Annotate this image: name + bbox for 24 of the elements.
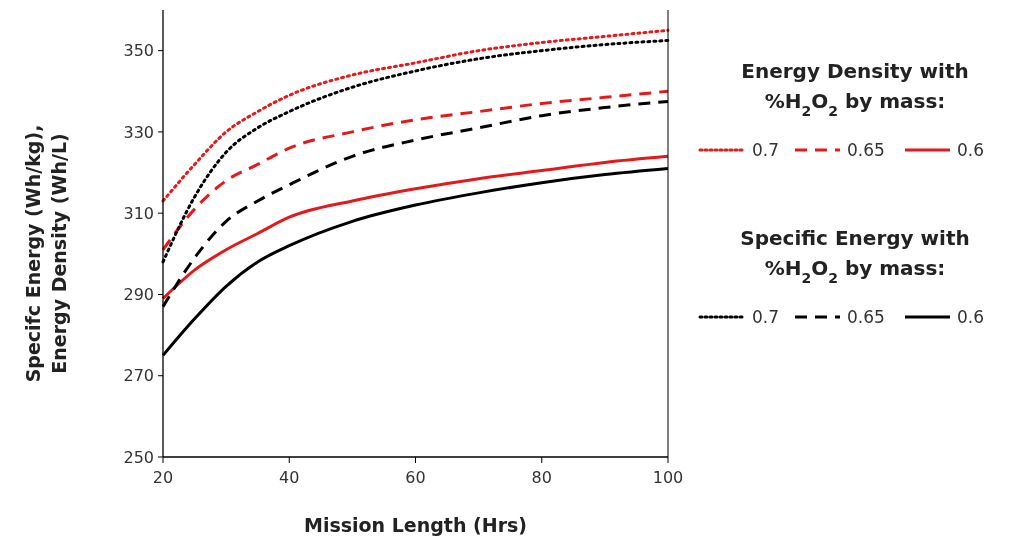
- text: Specific Energy with %H$_{2}$O$_{2}$ by mass:: [740, 226, 970, 286]
- x-tick-label: 20: [152, 468, 174, 487]
- legend-label: 0.7: [752, 306, 780, 327]
- y-tick-label: 310: [123, 203, 154, 223]
- legend-label: 0.6: [957, 306, 985, 327]
- x-tick-label: 60: [405, 468, 426, 487]
- line-series: [161, 154, 670, 301]
- x-tick-label: 80: [531, 468, 552, 487]
- legend-label: 0.6: [957, 139, 985, 160]
- y-tick-label: 350: [123, 41, 154, 61]
- line-series: [161, 89, 670, 252]
- legend-label: 0.65: [847, 139, 885, 160]
- x-tick-label: 40: [279, 468, 300, 487]
- line-series: [161, 28, 670, 203]
- legend-label: 0.7: [752, 139, 780, 160]
- y-axis-title: Specifc Energy (Wh/kg), Energy Density (Wh/L): [22, 124, 70, 383]
- legend-label: 0.65: [847, 306, 885, 327]
- x-axis-title: Mission Length (Hrs): [303, 514, 528, 536]
- y-tick-label: 290: [123, 285, 154, 305]
- y-tick-label: 250: [123, 447, 154, 467]
- x-tick-label: 100: [652, 468, 684, 487]
- y-tick-label: 270: [123, 366, 154, 386]
- y-tick-label: 330: [123, 122, 154, 142]
- legend-title: Energy Density with %H$_{2}$O$_{2}$ by mass:: [741, 59, 969, 119]
